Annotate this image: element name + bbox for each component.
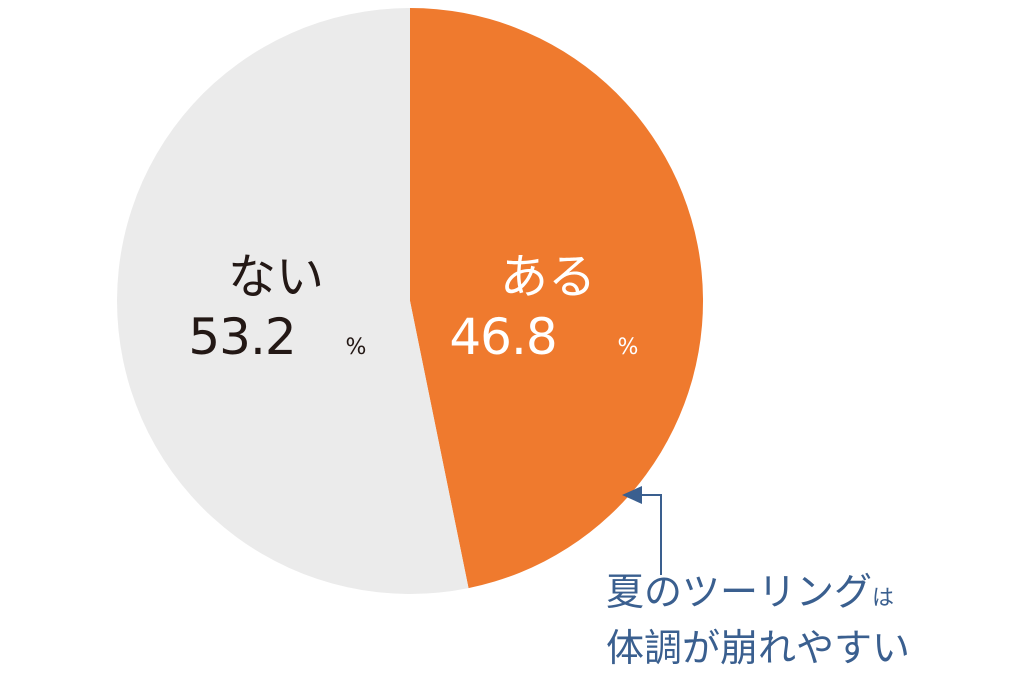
annotation-arrowhead-icon xyxy=(622,486,642,504)
slice-aru xyxy=(410,7,704,589)
slice-label-nai: ない xyxy=(228,249,324,305)
slice-label-aru: ある xyxy=(500,249,596,305)
annotation-line-1: 夏のツーリングは xyxy=(606,568,910,624)
percent-sign-aru: % xyxy=(618,335,639,360)
annotation-line-2: 体調が崩れやすい xyxy=(606,626,911,670)
value-label-nai: 53.2 xyxy=(188,308,295,366)
annotation-leader-line xyxy=(624,494,662,575)
value-label-aru: 46.8 xyxy=(449,308,556,366)
percent-sign-nai: % xyxy=(346,335,367,360)
annotation-line-1-main: 夏のツーリング xyxy=(606,570,873,614)
annotation-line-1-particle: は xyxy=(872,586,895,611)
slice-nai xyxy=(117,8,469,595)
annotation: 夏のツーリングは 体調が崩れやすい xyxy=(606,568,910,672)
